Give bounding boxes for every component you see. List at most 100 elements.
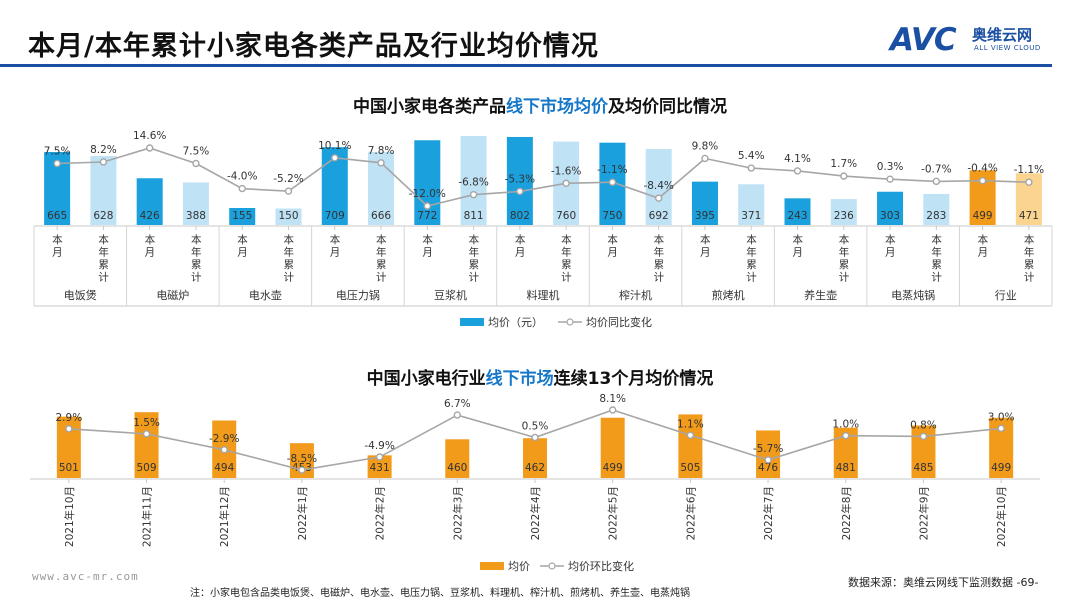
source-text: 数据来源：奥维云网线下监测数据 bbox=[848, 576, 1013, 589]
avc-logo: AVC 奥维云网 ALL VIEW CLOUD bbox=[890, 22, 1060, 58]
chart2-bar-value: 485 bbox=[913, 462, 933, 474]
chart1-bar-value: 692 bbox=[649, 210, 669, 222]
chart2-legend-bar-label: 均价 bbox=[508, 560, 530, 573]
chart1-tick-label: 本月 bbox=[607, 233, 618, 259]
chart1-change-line bbox=[57, 147, 1029, 207]
chart2-change-point bbox=[220, 446, 228, 454]
chart1-bar bbox=[275, 208, 302, 225]
chart2-change-label: 8.1% bbox=[599, 393, 626, 405]
chart2-tick-label: 2022年3月 bbox=[451, 486, 464, 540]
chart1-tick-label: 本年累计 bbox=[561, 233, 572, 284]
page-number: -69- bbox=[1016, 576, 1039, 589]
page-title: 本月/本年累计小家电各类产品及行业均价情况 bbox=[28, 31, 599, 62]
chart1-change-point bbox=[840, 172, 848, 180]
chart2-bar bbox=[600, 417, 625, 478]
chart2-tick-label: 2022年2月 bbox=[374, 486, 387, 540]
chart1-change-point bbox=[192, 159, 200, 168]
chart2-change-point bbox=[65, 425, 73, 433]
chart2-change-point bbox=[764, 456, 772, 464]
chart2-title-suffix: 连续13个月均价情况 bbox=[553, 369, 714, 389]
chart1-change-label: -5.2% bbox=[273, 173, 303, 185]
chart1-bar-value: 666 bbox=[371, 210, 391, 222]
chart2-tick-label: 2022年10月 bbox=[995, 486, 1008, 547]
chart1-bar-value: 236 bbox=[834, 210, 854, 222]
chart2-change-label: -4.9% bbox=[364, 440, 394, 452]
chart2-change-point bbox=[531, 433, 539, 442]
header-rule bbox=[0, 64, 1052, 67]
chart1-group-label: 豆浆机 bbox=[434, 288, 467, 302]
chart1-title: 中国小家电各类产品线下市场均价及均价同比情况 bbox=[0, 92, 1080, 117]
chart1-bar bbox=[506, 136, 533, 225]
chart2-tick-label: 2022年7月 bbox=[762, 486, 775, 540]
chart2-change-label: 0.5% bbox=[522, 420, 549, 432]
chart2-tick-label: 2022年9月 bbox=[917, 486, 930, 540]
chart1-change-point bbox=[793, 167, 802, 175]
chart1-bar bbox=[923, 193, 950, 225]
chart2-tick-label: 2022年6月 bbox=[684, 486, 697, 540]
chart1-tick-label: 本年累计 bbox=[1024, 233, 1035, 284]
chart1-group-label: 榨汁机 bbox=[619, 288, 652, 302]
footer-source: 数据来源：奥维云网线下监测数据 -69- bbox=[848, 574, 1038, 590]
chart1-tick-label: 本月 bbox=[793, 233, 804, 259]
chart2-title-highlight: 线下市场 bbox=[485, 369, 554, 389]
chart1-bar-value: 709 bbox=[325, 210, 345, 222]
chart1-tick-label: 本月 bbox=[978, 233, 989, 259]
chart1-bar bbox=[136, 178, 163, 225]
chart1-title-prefix: 中国小家电各类产品 bbox=[353, 97, 506, 117]
chart1-change-label: -4.0% bbox=[227, 171, 257, 183]
footer-url: www.avc-mr.com bbox=[32, 570, 139, 583]
chart1-tick-label: 本年累计 bbox=[931, 233, 942, 284]
chart1-change-label: 9.8% bbox=[692, 140, 719, 152]
chart2-change-label: 0.8% bbox=[910, 419, 937, 431]
chart2-change-point bbox=[997, 424, 1005, 433]
chart2-change-label: 6.7% bbox=[444, 398, 471, 410]
chart1-change-point bbox=[99, 158, 108, 166]
chart1-change-point bbox=[238, 184, 246, 193]
chart2-change-point bbox=[375, 453, 384, 461]
chart1-bar-value: 388 bbox=[186, 210, 206, 222]
chart1-bar bbox=[460, 135, 487, 225]
chart1-tick-label: 本月 bbox=[145, 233, 156, 259]
chart1-change-point bbox=[978, 177, 987, 185]
chart1-bar-value: 371 bbox=[741, 210, 761, 222]
chart1-group-label: 行业 bbox=[995, 289, 1017, 302]
chart1-group-label: 养生壶 bbox=[804, 288, 837, 302]
logo-avc-text: AVC bbox=[890, 22, 957, 58]
chart2-bar bbox=[445, 439, 470, 478]
chart2-bar-value: 494 bbox=[214, 462, 234, 474]
chart2-tick-label: 2022年1月 bbox=[296, 486, 309, 540]
chart2-bar bbox=[367, 455, 392, 478]
chart1-bar-value: 243 bbox=[787, 210, 807, 222]
logo-cn-text: 奥维云网 bbox=[972, 26, 1033, 44]
chart1-bar bbox=[229, 207, 256, 225]
chart2-bar bbox=[523, 438, 547, 478]
chart1-tick-label: 本年累计 bbox=[376, 233, 387, 284]
chart1-change-point bbox=[701, 154, 709, 163]
chart2-bar-value: 501 bbox=[59, 462, 79, 474]
chart1-change-label: -1.1% bbox=[597, 164, 627, 176]
chart2-change-label: -8.5% bbox=[287, 453, 317, 465]
chart1-change-point bbox=[423, 202, 432, 210]
chart1-group-label: 电饭煲 bbox=[64, 289, 97, 302]
chart1-change-point bbox=[747, 164, 755, 172]
footer-note: 注：小家电包含品类电饭煲、电磁炉、电水壶、电压力锅、豆浆机、料理机、榨汁机、煎烤… bbox=[190, 588, 690, 599]
chart1-group-label: 电水壶 bbox=[249, 288, 282, 302]
chart1-change-label: 8.2% bbox=[90, 144, 117, 156]
chart1-change-point bbox=[562, 179, 570, 188]
chart1-tick-label: 本年累计 bbox=[469, 233, 480, 284]
chart1-bar bbox=[90, 156, 117, 225]
chart1-bar-value: 665 bbox=[47, 210, 67, 222]
chart2-change-point bbox=[298, 466, 306, 474]
chart2-bar bbox=[134, 412, 159, 478]
chart1-change-point bbox=[654, 194, 663, 202]
chart2-tick-label: 2021年12月 bbox=[218, 486, 231, 547]
chart1-bar bbox=[877, 191, 904, 225]
chart1-bar-value: 811 bbox=[464, 210, 484, 222]
chart1-change-label: -0.7% bbox=[921, 163, 951, 175]
chart1-change-label: -0.4% bbox=[967, 163, 997, 175]
chart1-change-label: -8.4% bbox=[643, 180, 673, 192]
chart1-bar bbox=[691, 181, 718, 225]
chart2-tick-label: 2021年11月 bbox=[141, 486, 154, 547]
chart2-change-point bbox=[919, 432, 928, 441]
chart1-group-label: 煎烤机 bbox=[712, 288, 745, 302]
